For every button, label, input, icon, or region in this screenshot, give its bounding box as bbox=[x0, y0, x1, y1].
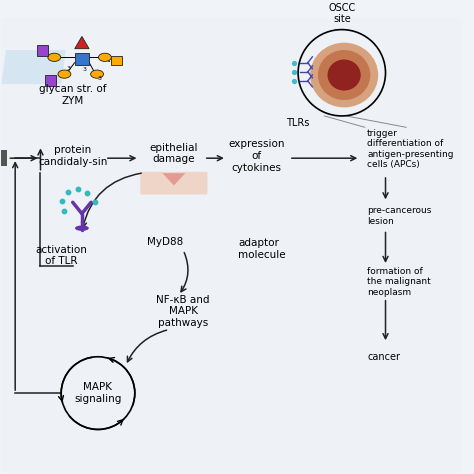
Bar bbox=[74, 53, 89, 65]
Text: NF-κB and
MAPK
pathways: NF-κB and MAPK pathways bbox=[156, 295, 210, 328]
Bar bbox=[1, 150, 7, 166]
Text: OSCC
site: OSCC site bbox=[328, 2, 356, 24]
Text: 3: 3 bbox=[82, 67, 86, 72]
Text: cancer: cancer bbox=[367, 352, 400, 362]
Ellipse shape bbox=[48, 53, 61, 62]
FancyBboxPatch shape bbox=[140, 172, 208, 194]
Text: expression
of
cytokines: expression of cytokines bbox=[228, 139, 285, 173]
Ellipse shape bbox=[310, 43, 378, 108]
Text: pre-cancerous
lesion: pre-cancerous lesion bbox=[367, 206, 431, 226]
Polygon shape bbox=[1, 50, 66, 84]
Text: MAPK
signaling: MAPK signaling bbox=[74, 383, 122, 404]
Bar bbox=[111, 55, 122, 64]
Ellipse shape bbox=[91, 70, 103, 78]
Text: epithelial
damage: epithelial damage bbox=[150, 143, 198, 164]
Text: TLRs: TLRs bbox=[286, 118, 310, 128]
Ellipse shape bbox=[75, 226, 89, 231]
Ellipse shape bbox=[99, 53, 111, 62]
Text: glycan str. of
ZYM: glycan str. of ZYM bbox=[39, 84, 107, 106]
Text: protein
candidaly­sin: protein candidaly­sin bbox=[38, 145, 108, 167]
Text: MyD88: MyD88 bbox=[146, 237, 183, 247]
Ellipse shape bbox=[328, 60, 361, 91]
Text: trigger
differentiation of
antigen-presenting
cells (APCs): trigger differentiation of antigen-prese… bbox=[367, 129, 454, 169]
Ellipse shape bbox=[318, 50, 370, 100]
Text: adaptor
molecule: adaptor molecule bbox=[238, 238, 286, 260]
FancyBboxPatch shape bbox=[1, 18, 461, 473]
Text: formation of
the malignant
neoplasm: formation of the malignant neoplasm bbox=[367, 267, 431, 297]
Text: activation
of TLR: activation of TLR bbox=[35, 245, 87, 266]
Polygon shape bbox=[163, 173, 185, 185]
Text: 3: 3 bbox=[97, 76, 101, 81]
Ellipse shape bbox=[58, 70, 71, 78]
Text: 3: 3 bbox=[66, 66, 70, 71]
